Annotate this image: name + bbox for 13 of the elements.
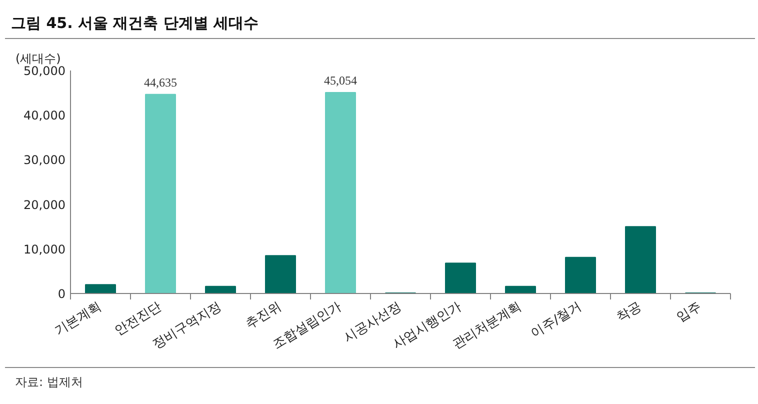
x-tick-label: 착공 xyxy=(614,299,644,326)
x-tick-label: 입주 xyxy=(674,299,704,326)
data-label: 44,635 xyxy=(144,75,177,90)
chart-title: 그림 45. 서울 재건축 단계별 세대수 xyxy=(11,13,259,34)
y-tick-label: 0 xyxy=(58,287,66,301)
text: 자료: 법제처 xyxy=(15,374,83,391)
y-tick-label: 20,000 xyxy=(24,198,66,212)
y-tick-label: 40,000 xyxy=(24,108,66,123)
y-tick-label: 30,000 xyxy=(24,153,66,168)
data-label: 45,054 xyxy=(324,74,357,88)
y-tick-label: 50,000 xyxy=(24,64,66,78)
y-axis-title: (세대수) xyxy=(16,52,61,66)
y-tick-label: 10,000 xyxy=(24,242,66,256)
